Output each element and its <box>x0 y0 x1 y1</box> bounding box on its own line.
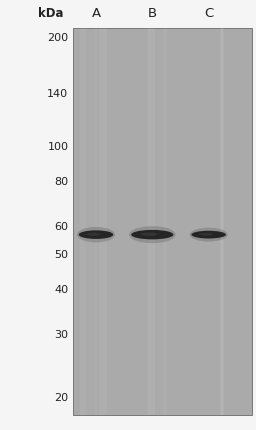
Text: kDa: kDa <box>38 7 64 20</box>
Text: 100: 100 <box>47 142 68 152</box>
FancyBboxPatch shape <box>99 28 107 415</box>
Text: 20: 20 <box>54 393 68 403</box>
Ellipse shape <box>141 233 157 236</box>
Text: B: B <box>148 7 157 20</box>
FancyBboxPatch shape <box>220 28 223 415</box>
Text: C: C <box>204 7 213 20</box>
Ellipse shape <box>131 230 174 240</box>
Text: 80: 80 <box>54 177 68 187</box>
Ellipse shape <box>77 227 115 243</box>
Text: 200: 200 <box>47 34 68 43</box>
Text: 30: 30 <box>54 330 68 340</box>
Text: 140: 140 <box>47 89 68 99</box>
Text: 40: 40 <box>54 285 68 295</box>
Ellipse shape <box>86 233 100 236</box>
Ellipse shape <box>79 230 113 239</box>
Ellipse shape <box>199 233 213 236</box>
FancyBboxPatch shape <box>149 28 155 415</box>
Text: 60: 60 <box>54 221 68 232</box>
FancyBboxPatch shape <box>220 28 223 415</box>
Ellipse shape <box>190 227 228 242</box>
Text: 50: 50 <box>54 250 68 260</box>
FancyBboxPatch shape <box>73 28 252 415</box>
Text: A: A <box>91 7 101 20</box>
Ellipse shape <box>129 226 176 243</box>
FancyBboxPatch shape <box>221 28 224 415</box>
Ellipse shape <box>191 231 226 239</box>
